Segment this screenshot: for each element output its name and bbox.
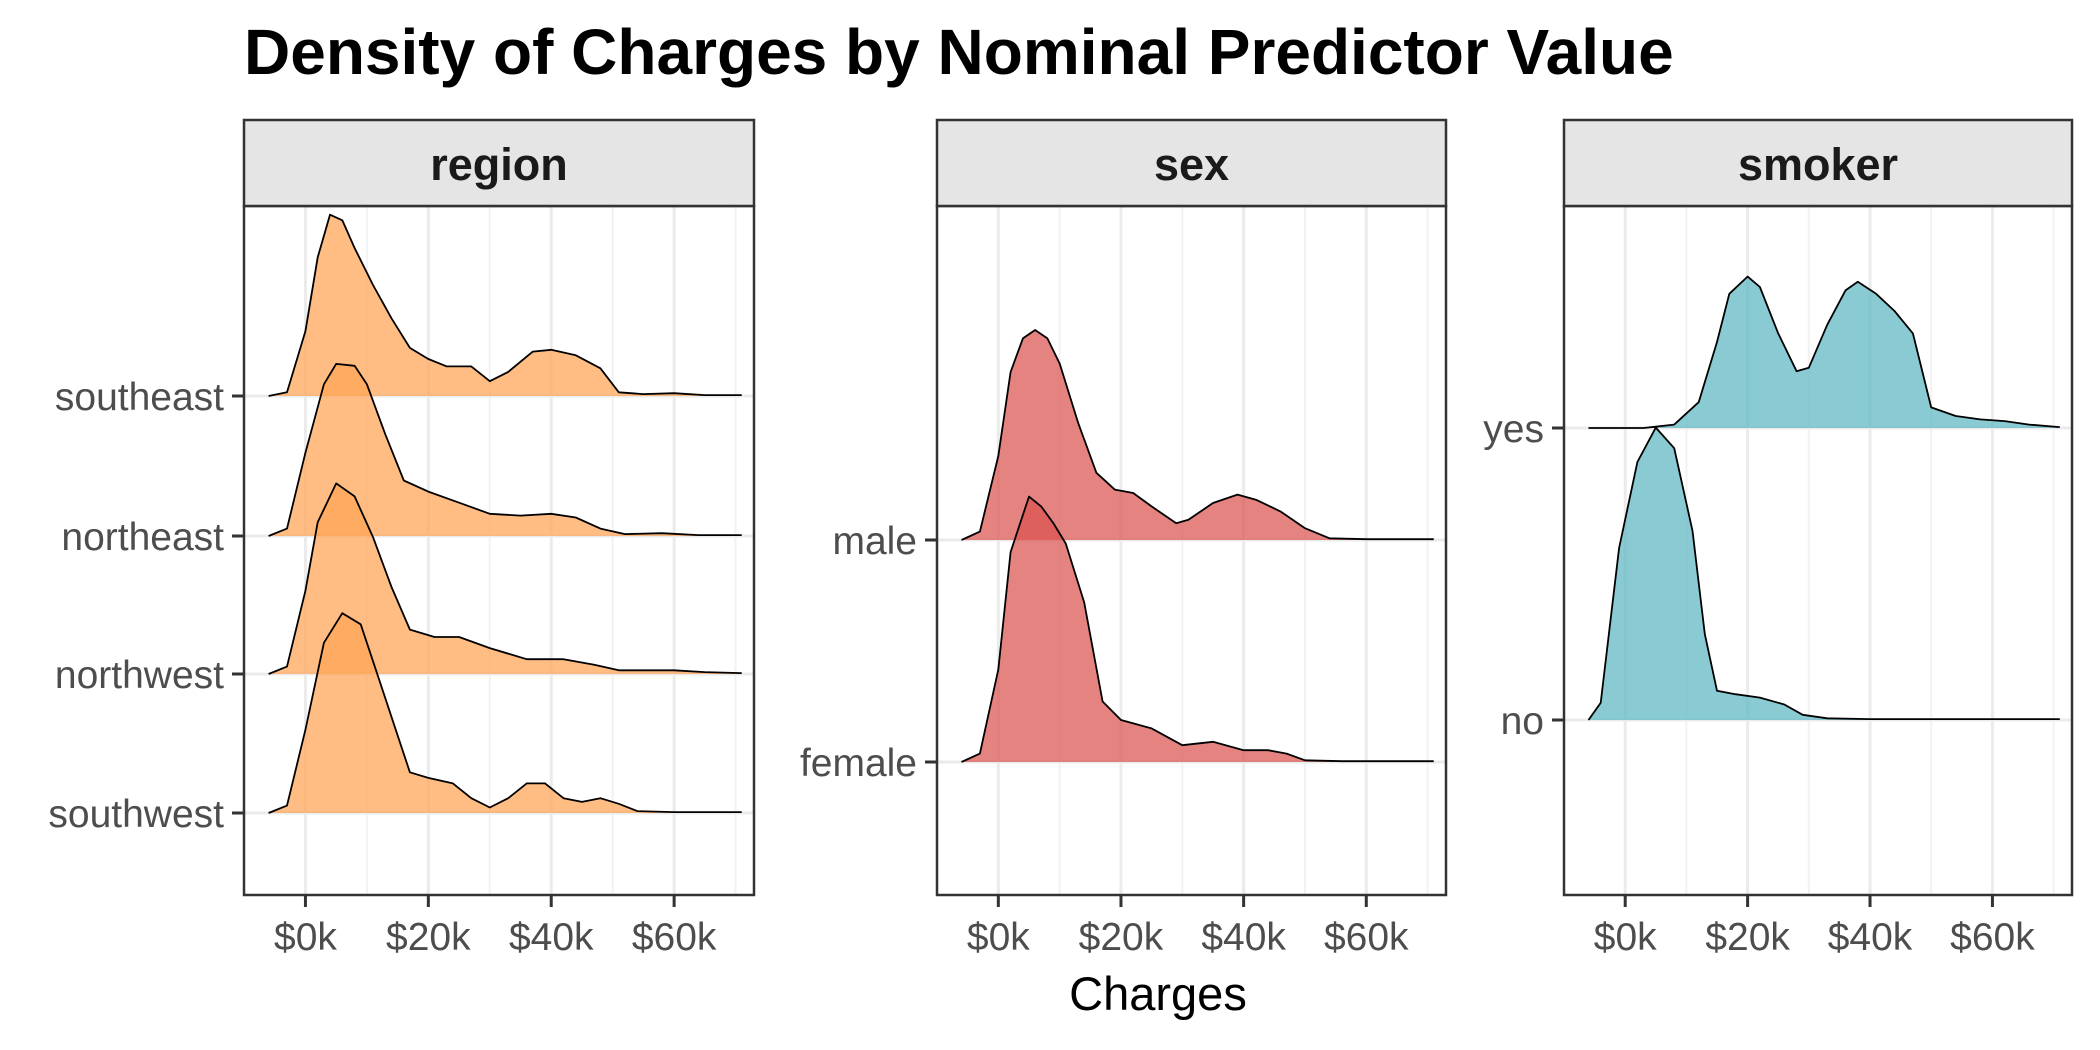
panel-sex: sex male female $0k $20k $40k $60k: [800, 118, 1448, 959]
density-line-no: [1587, 426, 2060, 721]
x-tick-label: $0k: [1594, 916, 1657, 959]
strip-label: sex: [1154, 139, 1229, 190]
y-tick-label: female: [800, 742, 917, 785]
density-line-male: [961, 329, 1434, 541]
density-area-no: [1588, 427, 2060, 720]
x-axis-title: Charges: [1069, 967, 1247, 1020]
y-tick-label: no: [1501, 700, 1544, 743]
strip-label: smoker: [1738, 139, 1898, 190]
density-line-northeast: [268, 363, 742, 537]
x-tick-label: $0k: [274, 916, 337, 959]
x-tick-label: $20k: [386, 916, 471, 959]
density-area-female: [961, 496, 1434, 762]
strip-background: [242, 118, 756, 208]
density-area-yes: [1588, 276, 2060, 428]
panel-smoker: smoker yes no $0k $20k $40k $60k: [1483, 118, 2074, 959]
density-line-southeast: [268, 213, 742, 397]
strip-background: [935, 118, 1448, 208]
x-tick-label: $40k: [509, 916, 594, 959]
density-area-northeast: [268, 363, 742, 536]
strip-label: region: [430, 139, 568, 190]
y-tick-label: northeast: [61, 516, 224, 559]
density-line-female: [961, 495, 1434, 763]
x-tick-label: $40k: [1828, 916, 1913, 959]
x-tick-label: $40k: [1201, 916, 1286, 959]
panels: region southeast northeast northwest southwe…: [48, 118, 2074, 959]
density-area-northwest: [268, 483, 742, 674]
strip-background: [1562, 118, 2074, 208]
x-tick-label: $20k: [1079, 916, 1164, 959]
y-tick-label: southwest: [48, 793, 224, 836]
x-tick-label: $20k: [1705, 916, 1790, 959]
x-tick-label: $0k: [967, 916, 1030, 959]
chart-title: Density of Charges by Nominal Predictor …: [244, 16, 1674, 88]
x-tick-label: $60k: [1324, 916, 1409, 959]
x-tick-label: $60k: [1950, 916, 2035, 959]
x-tick-label: $60k: [632, 916, 717, 959]
density-line-yes: [1588, 275, 2060, 429]
density-line-southwest: [268, 612, 742, 814]
y-tick-label: southeast: [55, 376, 224, 419]
y-tick-label: yes: [1483, 408, 1544, 451]
density-area-southeast: [268, 214, 742, 396]
density-line-northwest: [268, 482, 742, 675]
y-tick-label: northwest: [55, 654, 224, 697]
panel-region: region southeast northeast northwest southwe…: [48, 118, 756, 959]
y-tick-label: male: [832, 520, 917, 563]
density-area-male: [961, 330, 1434, 540]
density-area-southwest: [268, 613, 742, 813]
